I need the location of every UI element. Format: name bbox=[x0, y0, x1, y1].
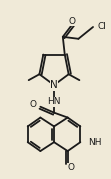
Text: O: O bbox=[68, 17, 75, 26]
Text: O: O bbox=[67, 163, 74, 172]
Text: NH: NH bbox=[88, 138, 102, 147]
Text: N: N bbox=[50, 80, 58, 90]
Text: Cl: Cl bbox=[98, 21, 107, 30]
Text: O: O bbox=[30, 100, 37, 109]
Text: HN: HN bbox=[47, 97, 61, 106]
